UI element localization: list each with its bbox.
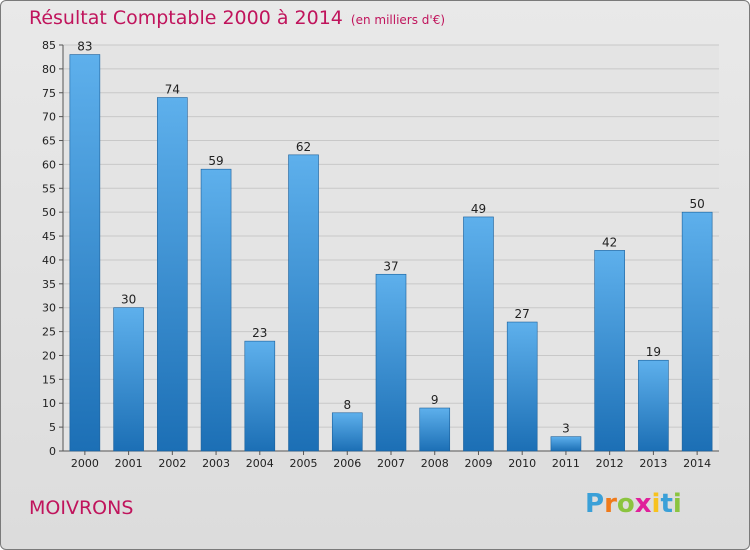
value-label-2005: 62 (296, 140, 311, 154)
bar-2011 (550, 436, 582, 452)
x-tick-label-2007: 2007 (377, 457, 405, 470)
bar-2012 (594, 250, 625, 452)
y-tick-label: 0 (49, 445, 56, 458)
logo-letter: i (651, 489, 661, 519)
bar-2000 (69, 54, 101, 452)
value-label-2000: 83 (77, 40, 92, 54)
y-tick-label: 35 (42, 278, 56, 291)
value-label-2014: 50 (689, 197, 704, 211)
y-tick-label: 15 (42, 373, 56, 386)
x-tick-label-2004: 2004 (246, 457, 274, 470)
y-tick-label: 10 (42, 397, 56, 410)
x-tick-label-2000: 2000 (71, 457, 99, 470)
x-tick-label-2006: 2006 (333, 457, 361, 470)
y-tick-label: 20 (42, 349, 56, 362)
bar-2007 (375, 273, 407, 452)
chart-title: Résultat Comptable 2000 à 2014 (en millie… (29, 7, 445, 29)
proxiti-logo: Proxiti (585, 489, 682, 519)
x-tick-label-2008: 2008 (421, 457, 449, 470)
bar-2002 (157, 97, 188, 452)
value-label-2004: 23 (252, 326, 267, 340)
x-tick-label-2012: 2012 (596, 457, 624, 470)
x-tick-label-2014: 2014 (683, 457, 711, 470)
logo-letter: P (585, 489, 605, 519)
y-tick-label: 25 (42, 326, 56, 339)
y-tick-label: 45 (42, 230, 56, 243)
value-label-2007: 37 (383, 259, 398, 273)
y-tick-label: 75 (42, 87, 56, 100)
y-tick-label: 50 (42, 206, 56, 219)
y-tick-label: 65 (42, 135, 56, 148)
y-tick-label: 55 (42, 182, 56, 195)
bar-2005 (288, 154, 319, 452)
logo-letter: i (672, 489, 682, 519)
value-label-2003: 59 (208, 154, 223, 168)
chart-unit: (en milliers d'€) (350, 13, 446, 27)
bar-2003 (200, 168, 232, 452)
bar-2010 (506, 321, 538, 452)
bar-2009 (463, 216, 494, 452)
value-label-2009: 49 (471, 202, 486, 216)
value-label-2002: 74 (165, 83, 180, 97)
place-name: MOIVRONS (29, 497, 134, 519)
y-tick-label: 80 (42, 63, 56, 76)
value-label-2001: 30 (121, 293, 136, 307)
value-label-2010: 27 (515, 307, 530, 321)
y-tick-label: 40 (42, 254, 56, 267)
y-tick-label: 85 (42, 39, 56, 52)
x-tick-label-2009: 2009 (464, 457, 492, 470)
bar-2004 (244, 340, 276, 452)
value-label-2013: 19 (646, 345, 661, 359)
y-tick-label: 70 (42, 111, 56, 124)
value-label-2006: 8 (343, 398, 351, 412)
logo-letter: r (604, 489, 617, 519)
x-tick-label-2003: 2003 (202, 457, 230, 470)
x-tick-label-2001: 2001 (115, 457, 143, 470)
y-tick-label: 60 (42, 158, 56, 171)
value-label-2008: 9 (431, 393, 439, 407)
logo-letter: t (660, 489, 673, 519)
logo-letter: o (616, 489, 635, 519)
x-tick-label-2005: 2005 (290, 457, 318, 470)
bar-2001 (113, 307, 144, 452)
y-tick-label: 30 (42, 302, 56, 315)
bar-2008 (419, 407, 451, 452)
logo-letter: x (634, 489, 652, 519)
value-label-2012: 42 (602, 235, 617, 249)
bar-2006 (331, 412, 363, 452)
x-tick-label-2002: 2002 (158, 457, 186, 470)
x-tick-label-2013: 2013 (639, 457, 667, 470)
chart-title-text: Résultat Comptable 2000 à 2014 (29, 7, 343, 29)
bar-2014 (681, 211, 713, 452)
bar-2013 (638, 359, 669, 452)
value-label-2011: 3 (562, 422, 570, 436)
x-tick-label-2010: 2010 (508, 457, 536, 470)
x-tick-label-2011: 2011 (552, 457, 580, 470)
y-tick-label: 5 (49, 421, 56, 434)
